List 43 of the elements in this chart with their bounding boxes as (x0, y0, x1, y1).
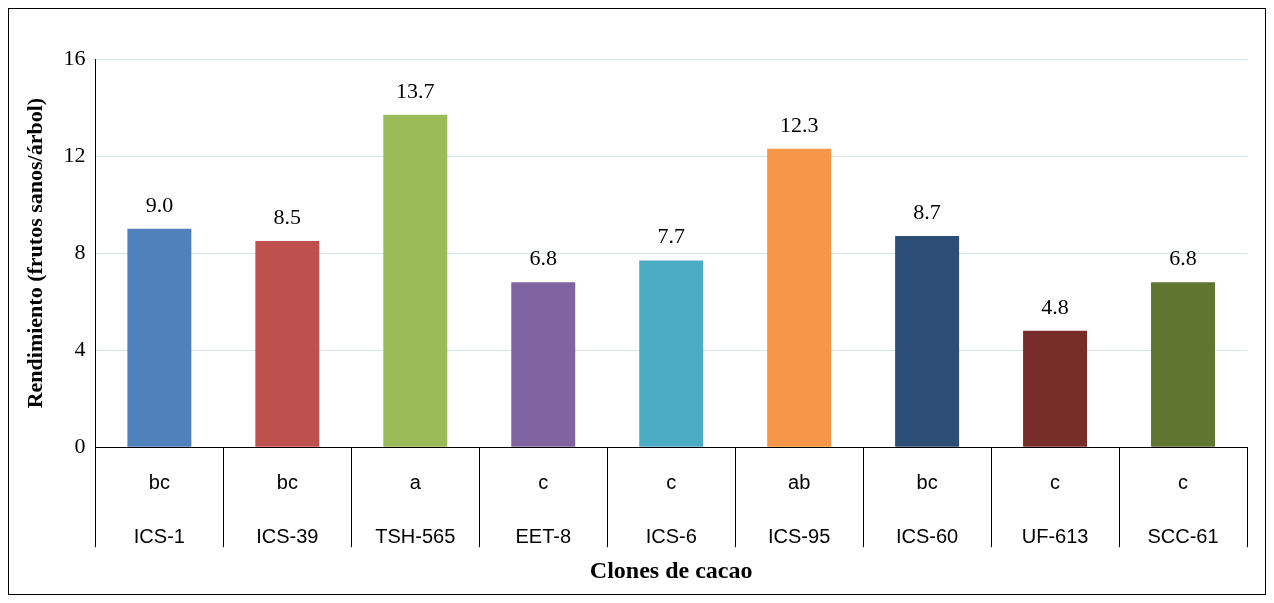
x-tick-label: UF-613 (1021, 524, 1089, 547)
bar (511, 282, 576, 447)
text: c (1178, 470, 1189, 493)
text: bc (916, 470, 938, 493)
text: c (666, 470, 677, 493)
bar (127, 228, 192, 447)
x-tick-label: ICS-6 (645, 524, 697, 547)
text: bc (276, 470, 298, 493)
x-tick-label: ICS-1 (133, 524, 185, 547)
x-tick-label: ICS-39 (256, 524, 319, 547)
y-tick-label: 16 (63, 44, 86, 70)
bar (383, 114, 448, 447)
y-tick-label: 12 (63, 141, 86, 167)
data-label: 8.7 (913, 198, 941, 224)
x-axis-title: Clones de cacao (589, 556, 753, 583)
x-tick-label: EET-8 (515, 524, 572, 547)
data-label: 12.3 (779, 111, 819, 137)
bar (767, 148, 832, 447)
text: bc (148, 470, 170, 493)
text: a (409, 470, 422, 493)
text: ab (788, 470, 811, 493)
bar (895, 236, 960, 447)
bar (639, 260, 704, 447)
data-label: 7.7 (657, 223, 685, 249)
text: c (538, 470, 549, 493)
data-label: 13.7 (396, 77, 435, 103)
bar (1023, 330, 1088, 447)
data-label: 4.8 (1041, 293, 1069, 319)
x-tick-label: ICS-60 (895, 524, 959, 547)
data-label: 6.8 (529, 245, 557, 270)
y-axis-title: Rendimiento (frutos sanos/árbol) (21, 97, 47, 409)
bar (1151, 282, 1216, 447)
x-tick-label: TSH-565 (375, 524, 456, 547)
x-tick-label: ICS-95 (768, 524, 831, 547)
x-tick-label: SCC-61 (1147, 524, 1219, 547)
bar (255, 240, 320, 447)
y-tick-label: 4 (74, 335, 86, 361)
data-label: 8.5 (273, 203, 302, 229)
text: c (1050, 470, 1061, 493)
y-tick-label: 8 (74, 238, 86, 264)
data-label: 6.8 (1169, 245, 1197, 270)
y-tick-label: 0 (74, 432, 86, 458)
data-label: 9.0 (145, 191, 174, 217)
